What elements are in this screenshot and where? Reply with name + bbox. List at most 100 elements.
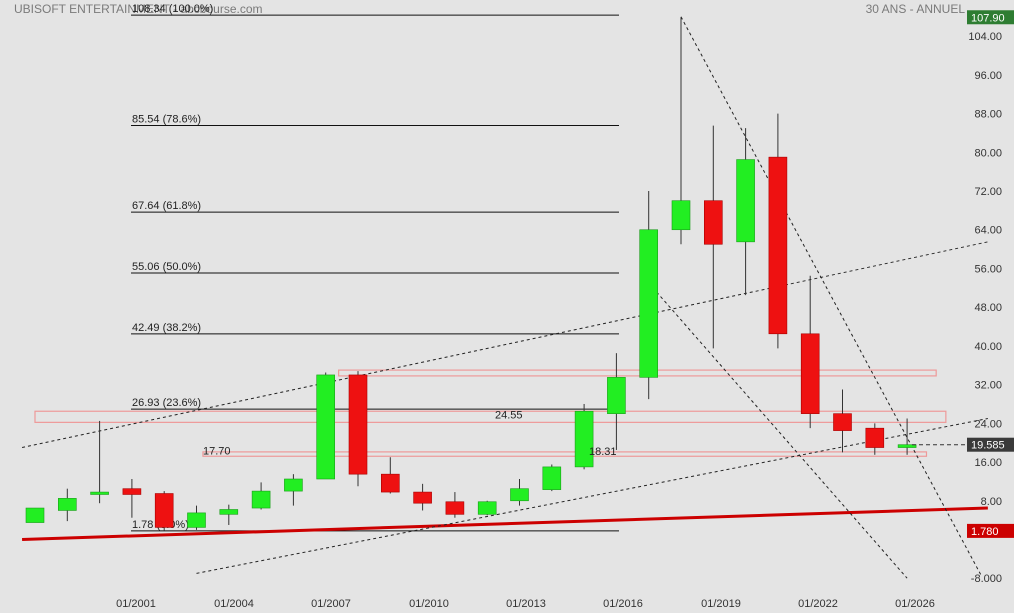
price-zone <box>202 451 928 457</box>
y-tick-label: 88.00 <box>974 109 1002 121</box>
x-tick-label: 01/2013 <box>506 598 546 610</box>
period-label: 30 ANS - ANNUEL <box>865 2 965 16</box>
candle[interactable] <box>800 275 820 429</box>
candle-body <box>413 491 432 504</box>
channel-trendline <box>21 241 988 449</box>
current-price-tag <box>967 437 1014 452</box>
x-tick-label: 01/2004 <box>214 598 254 610</box>
last-price-tag-text: 107.90 <box>971 12 1005 24</box>
y-tick-label: -8.000 <box>971 573 1002 585</box>
y-tick-label: 72.00 <box>974 186 1002 198</box>
candle-body <box>219 509 239 515</box>
candle[interactable] <box>703 125 723 349</box>
x-tick-label: 01/2016 <box>603 598 643 610</box>
candle[interactable] <box>768 113 788 349</box>
candle-body <box>348 374 368 475</box>
candles <box>25 17 917 531</box>
candle-body <box>574 410 594 468</box>
candle[interactable] <box>90 420 109 504</box>
x-tick-label: 01/2007 <box>311 598 351 610</box>
candle[interactable] <box>25 507 45 523</box>
fibonacci-levels: 108.34 (100.0%) 85.54 (78.6%) 67.64 (61.8%… <box>131 3 619 532</box>
candle-body <box>833 413 852 431</box>
candle-body <box>897 444 917 448</box>
fib-level-label: 26.93 (23.6%) <box>132 397 201 409</box>
x-tick-label: 01/2010 <box>409 598 449 610</box>
candle[interactable] <box>413 483 432 511</box>
fib-level-label: 55.06 (50.0%) <box>132 261 201 273</box>
price-zone <box>338 369 937 377</box>
candle-body <box>445 501 465 515</box>
price-zones <box>34 369 947 457</box>
y-axis: 104.00 96.00 88.00 80.00 72.00 64.00 56.00 48.0… <box>912 10 1014 585</box>
resistance-trendline <box>680 16 982 577</box>
chart-title: UBISOFT ENTERTAINMENT - abcbourse.com <box>14 2 263 16</box>
fib-level-label: 85.54 (78.6%) <box>132 113 201 125</box>
candle[interactable] <box>251 482 271 510</box>
y-tick-label: 80.00 <box>974 147 1002 159</box>
candle-body <box>251 490 271 509</box>
candle[interactable] <box>380 457 400 494</box>
candle[interactable] <box>348 371 368 487</box>
fib-level-label: 108.34 (100.0%) <box>132 3 213 15</box>
chart-labels: 24.55 17.70 18.31 <box>203 409 617 458</box>
candle[interactable] <box>477 500 497 516</box>
x-tick-label: 01/2001 <box>116 598 156 610</box>
candle[interactable] <box>445 492 465 518</box>
y-tick-label: 56.00 <box>974 263 1002 275</box>
y-tick-label: 96.00 <box>974 70 1002 82</box>
candle[interactable] <box>574 403 594 470</box>
candle-body <box>510 488 529 502</box>
candle[interactable] <box>865 423 885 455</box>
candle-body <box>736 159 755 243</box>
candle[interactable] <box>736 128 755 296</box>
candle-body <box>25 507 45 523</box>
x-tick-label: 01/2022 <box>798 598 838 610</box>
candle-body <box>90 491 109 495</box>
y-tick-label: 24.00 <box>974 418 1002 430</box>
candle-body <box>671 200 691 231</box>
trendlines <box>21 16 988 579</box>
candle[interactable] <box>607 353 626 450</box>
candle-body <box>607 377 626 414</box>
candle-body <box>542 466 562 490</box>
zone-label: 24.55 <box>495 409 523 421</box>
candle[interactable] <box>154 491 174 531</box>
y-tick-label: 64.00 <box>974 225 1002 237</box>
trend-trendline <box>648 282 908 579</box>
fib-level-label: 42.49 (38.2%) <box>132 322 201 334</box>
candle[interactable] <box>187 505 206 530</box>
candle[interactable] <box>639 191 659 400</box>
candle[interactable] <box>510 479 529 506</box>
candle-body <box>865 427 885 448</box>
candle-body <box>380 473 400 493</box>
candle[interactable] <box>897 418 917 455</box>
y-tick-label: 104.00 <box>968 31 1002 43</box>
candle[interactable] <box>219 504 239 525</box>
fib-level-label: 67.64 (61.8%) <box>132 200 201 212</box>
last-price-tag <box>967 10 1014 25</box>
candle[interactable] <box>284 474 303 506</box>
candle-body <box>187 512 206 528</box>
candle[interactable] <box>833 389 852 453</box>
x-tick-label: 01/2019 <box>701 598 741 610</box>
candle-body <box>122 488 142 495</box>
candle[interactable] <box>542 464 562 492</box>
annotation-label: 18.31 <box>589 446 617 458</box>
y-tick-label: 32.00 <box>974 380 1002 392</box>
candle[interactable] <box>57 488 77 522</box>
current-price-tag-text: 19.585 <box>971 440 1005 452</box>
low-price-tag <box>967 523 1014 538</box>
x-axis: 01/2001 01/2004 01/2007 01/2010 01/2013 01/20… <box>116 598 935 610</box>
channel-trendline <box>196 418 988 574</box>
y-tick-label: 48.00 <box>974 302 1002 314</box>
candle[interactable] <box>316 372 336 480</box>
candle-body <box>284 478 303 492</box>
candle[interactable] <box>122 479 142 518</box>
support-trendline <box>22 506 988 541</box>
candle[interactable] <box>671 17 691 245</box>
candle-body <box>57 498 77 511</box>
candle-body <box>316 374 336 480</box>
candle-body <box>477 501 497 515</box>
